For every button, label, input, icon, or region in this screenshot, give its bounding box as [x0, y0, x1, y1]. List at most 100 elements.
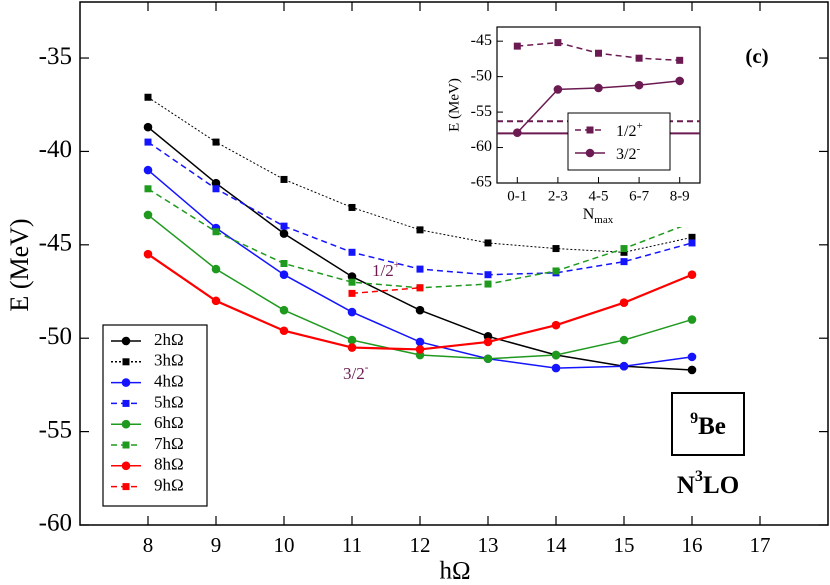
x-tick-label: 11 — [342, 533, 362, 557]
marker — [551, 350, 561, 360]
legend-marker — [121, 419, 131, 429]
y-tick-label: -55 — [471, 103, 492, 120]
x-axis-title: Nmax — [583, 206, 614, 226]
marker — [552, 245, 560, 253]
marker — [551, 320, 561, 330]
legend-label-sup: + — [636, 120, 642, 132]
marker — [279, 270, 289, 280]
legend-box — [567, 112, 671, 171]
y-tick-label: -65 — [471, 174, 492, 191]
x-axis-title-base: N — [583, 206, 595, 223]
marker — [279, 229, 289, 238]
legend-marker — [122, 358, 130, 366]
series-line — [351, 287, 421, 295]
legend-label: 4hΩ — [154, 372, 184, 391]
x-tick-label: 12 — [410, 533, 431, 557]
x-tick-label: 16 — [682, 533, 703, 557]
y-tick-label: -50 — [39, 323, 72, 350]
marker — [143, 122, 153, 132]
marker — [279, 305, 289, 315]
marker — [416, 265, 424, 273]
marker — [212, 228, 220, 236]
marker — [551, 363, 561, 373]
marker — [143, 165, 153, 175]
marker — [484, 280, 492, 288]
marker — [280, 222, 288, 230]
plot-frame — [79, 1, 829, 526]
legend-marker — [121, 336, 131, 346]
marker — [687, 365, 697, 375]
marker — [595, 49, 602, 57]
marker — [348, 203, 356, 211]
marker — [144, 185, 152, 193]
legend-marker — [121, 461, 131, 471]
x-tick-label: 2-3 — [548, 188, 568, 204]
interaction-label-rest: LO — [703, 472, 739, 499]
interaction-label: N3LO — [677, 467, 739, 499]
annotation-base: 1/2 — [372, 261, 394, 280]
marker — [620, 245, 628, 253]
legend-label: 1/2+ — [616, 120, 643, 140]
legend-label: 6hΩ — [154, 413, 184, 432]
marker — [144, 93, 152, 101]
y-tick-label: -60 — [471, 138, 492, 155]
x-tick-label: 4-5 — [589, 188, 609, 204]
legend-marker — [122, 441, 130, 449]
x-tick-label: 14 — [546, 533, 568, 557]
y-tick-label: -45 — [39, 230, 72, 257]
annotation: 1/2+ — [372, 259, 400, 280]
annotation: 3/2- — [343, 362, 369, 383]
legend-marker — [121, 378, 131, 387]
marker — [348, 289, 356, 297]
x-axis-title: hΩ — [439, 558, 470, 585]
legend-box — [102, 324, 208, 507]
marker — [484, 271, 492, 279]
marker — [348, 278, 356, 286]
marker — [620, 248, 628, 256]
marker — [143, 249, 153, 259]
marker — [347, 335, 357, 345]
nucleus-mass: 9 — [690, 410, 698, 427]
legend-label-sup: - — [636, 143, 640, 155]
legend-marker — [586, 126, 594, 134]
marker — [687, 315, 697, 324]
y-tick-label: -60 — [39, 510, 72, 537]
annotation-sup: + — [394, 259, 400, 271]
marker — [280, 175, 288, 183]
y-tick-label: -55 — [39, 416, 72, 443]
marker — [594, 83, 603, 93]
marker — [553, 85, 563, 94]
legend-label: 2hΩ — [154, 330, 184, 349]
y-tick-label: -40 — [39, 136, 72, 163]
x-tick-label: 10 — [274, 533, 295, 557]
marker — [212, 138, 220, 146]
y-axis-title: E (MeV) — [5, 218, 34, 311]
marker — [143, 210, 153, 220]
marker — [635, 54, 643, 62]
x-tick-label: 8-9 — [670, 188, 690, 204]
marker — [280, 260, 288, 267]
marker — [416, 226, 424, 234]
interaction-label-base: N — [677, 472, 695, 499]
marker — [415, 305, 425, 315]
interaction-label-sup: 3 — [695, 467, 703, 485]
legend-label: 8hΩ — [154, 455, 184, 474]
x-tick-label: 17 — [750, 533, 771, 557]
marker — [688, 239, 696, 247]
legend-label-base: 3/2 — [616, 146, 636, 163]
marker — [416, 284, 424, 292]
annotation-base: 3/2 — [343, 364, 365, 383]
x-tick-label: 6-7 — [629, 188, 649, 204]
y-tick-label: -35 — [39, 43, 72, 70]
marker — [483, 337, 493, 347]
marker — [212, 185, 220, 193]
legend-label: 9hΩ — [154, 476, 184, 495]
marker — [675, 76, 684, 86]
marker — [513, 42, 521, 50]
marker — [687, 270, 697, 280]
y-axis-title: E (MeV) — [446, 78, 462, 132]
marker — [513, 128, 522, 137]
legend-marker — [122, 483, 130, 491]
